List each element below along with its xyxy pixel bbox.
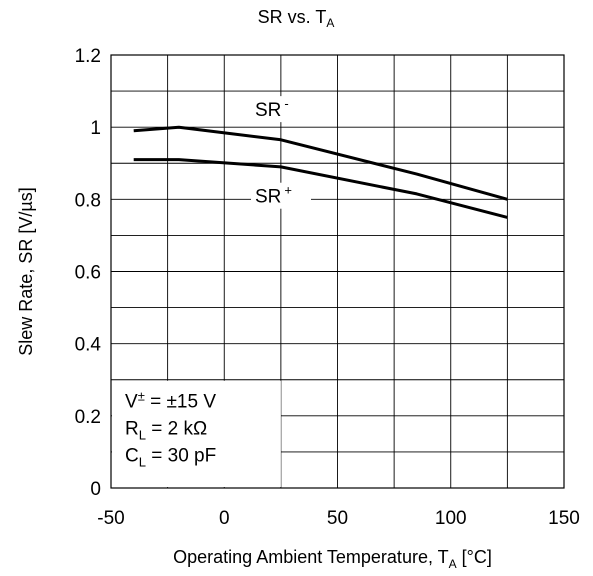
series-label-sr-plus-main: SR [255, 187, 281, 208]
x-tick-label: 150 [548, 508, 580, 529]
condition-supply-prefix: V [125, 391, 138, 412]
x-axis-label-sub: A [449, 557, 457, 571]
y-tick-label: 0 [90, 479, 101, 500]
x-tick-label: 0 [219, 508, 230, 529]
x-axis-label-main: Operating Ambient Temperature, T [173, 547, 448, 567]
condition-load-resistance-sub: L [139, 427, 146, 442]
condition-load-capacitance-sub: L [139, 455, 146, 470]
condition-load-capacitance-text: = 30 pF [146, 446, 216, 467]
series-lines [133, 125, 508, 219]
x-axis-label: Operating Ambient Temperature, TA [°C] [173, 547, 492, 571]
condition-load-resistance-prefix: R [125, 418, 139, 439]
condition-supply-text: = ±15 V [145, 391, 216, 412]
y-axis-label: Slew Rate, SR [V/µs] [16, 187, 36, 355]
conditions-box [112, 380, 281, 487]
series-label-sr-minus-main: SR [255, 100, 281, 121]
y-tick-label: 0.4 [75, 335, 102, 356]
condition-load-resistance: RL = 2 kΩ [125, 418, 207, 442]
series-line-sr-plus [133, 158, 508, 219]
series-label-sr-minus: SR - [255, 96, 289, 121]
series-label-bg-sr-minus [251, 96, 311, 123]
condition-load-resistance-text: = 2 kΩ [146, 418, 207, 439]
conditions-text: V± = ±15 V RL = 2 kΩ CL = 30 pF [125, 388, 216, 469]
y-tick-label: 1 [90, 118, 101, 139]
x-axis-label-suffix: [°C] [457, 547, 492, 567]
series-label-sr-plus: SR + [255, 183, 292, 208]
y-tick-label: 0.8 [75, 190, 101, 211]
grid-lines [111, 55, 564, 488]
chart-title-sub: A [326, 16, 334, 30]
y-tick-label: 0.6 [75, 263, 101, 284]
chart-title: SR vs. TA [258, 7, 335, 30]
series-line-sr-minus [133, 125, 508, 201]
condition-supply: V± = ±15 V [125, 388, 216, 412]
series-label-bg-sr-plus [251, 182, 311, 209]
tick-labels: -50 0 50 100 150 0 0.2 0.4 0.6 0.8 1 1.2 [75, 46, 580, 529]
x-tick-label: 100 [435, 508, 467, 529]
condition-supply-sup: ± [138, 388, 145, 403]
x-tick-label: 50 [327, 508, 348, 529]
x-tick-label: -50 [97, 508, 124, 529]
condition-load-capacitance-prefix: C [125, 446, 139, 467]
plot-frame [110, 54, 565, 489]
series-label-sr-minus-sup: - [284, 96, 288, 111]
y-tick-label: 1.2 [75, 46, 101, 67]
series-label-sr-plus-sup: + [284, 183, 292, 198]
chart-title-main: SR vs. T [258, 7, 327, 27]
y-tick-label: 0.2 [75, 407, 101, 428]
condition-load-capacitance: CL = 30 pF [125, 446, 216, 470]
